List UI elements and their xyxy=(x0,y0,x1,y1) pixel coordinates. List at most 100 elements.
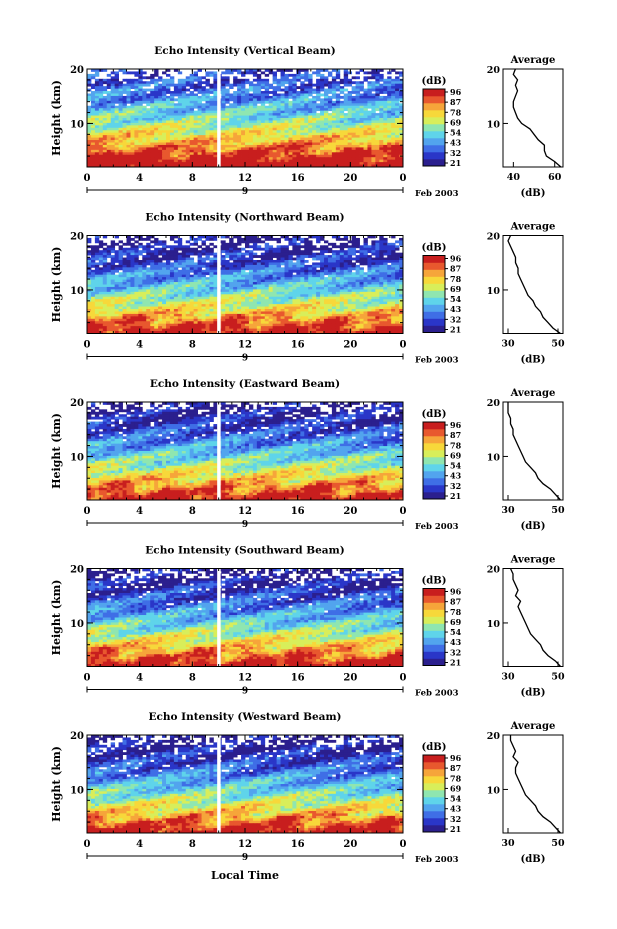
profile-frame xyxy=(502,401,564,501)
colorbar-tick-label: 32 xyxy=(450,148,461,158)
colorbar-swatch xyxy=(423,318,445,326)
colorbar-tick-label: 54 xyxy=(450,128,462,138)
profile-y-tick-label: 10 xyxy=(487,452,501,463)
x-tick-label: 16 xyxy=(291,673,305,684)
x-axis-label: Local Time xyxy=(211,869,279,882)
colorbar-tick-label: 43 xyxy=(450,304,462,314)
colorbar-tick-label: 21 xyxy=(450,158,461,168)
colorbar-unit: (dB) xyxy=(422,409,447,420)
colorbar-swatch xyxy=(423,429,445,437)
panel-title: Echo Intensity (Vertical Beam) xyxy=(154,45,335,57)
date-label: Feb 2003 xyxy=(415,855,459,865)
colorbar-tick-label: 87 xyxy=(450,97,461,107)
profile-x-label: (dB) xyxy=(521,355,546,366)
colorbar-tick-label: 69 xyxy=(450,284,462,294)
colorbar-swatch xyxy=(423,588,445,596)
panel-2: Echo Intensity (Northward Beam) Height (k… xyxy=(50,212,565,366)
colorbar-swatch xyxy=(423,311,445,319)
profile-line xyxy=(509,735,561,834)
colorbar-swatch xyxy=(423,297,445,305)
date-label: Feb 2003 xyxy=(415,522,459,532)
date-label: Feb 2003 xyxy=(415,356,459,366)
colorbar-tick-label: 69 xyxy=(450,783,462,793)
x-tick-label: 4 xyxy=(136,673,143,684)
colorbar-unit: (dB) xyxy=(422,243,447,254)
profile-y-tick-label: 10 xyxy=(487,119,501,130)
x-tick-label: 16 xyxy=(291,340,305,351)
x-tick-label: 4 xyxy=(136,839,143,850)
colorbar-tick-label: 54 xyxy=(450,627,462,637)
y-axis-label: Height (km) xyxy=(50,413,63,489)
colorbar-swatch xyxy=(423,755,445,763)
day-label: 9 xyxy=(242,520,248,530)
x-tick-label: 0 xyxy=(400,340,407,351)
colorbar-swatch xyxy=(423,457,445,465)
colorbar-tick-label: 96 xyxy=(450,420,462,430)
colorbar-swatch xyxy=(423,138,445,146)
profile-frame xyxy=(502,68,564,168)
y-tick-label: 20 xyxy=(70,65,84,76)
panel-5: Echo Intensity (Westward Beam) Height (km… xyxy=(50,711,565,865)
colorbar-swatch xyxy=(423,131,445,139)
y-tick-label: 10 xyxy=(70,286,84,297)
colorbar-swatch xyxy=(423,450,445,458)
y-tick-label: 20 xyxy=(70,398,84,409)
profile-x-tick-label: 60 xyxy=(548,172,562,183)
x-tick-label: 12 xyxy=(238,173,252,184)
colorbar-frame xyxy=(422,421,446,500)
profile-x-tick-label: 30 xyxy=(501,339,515,350)
panel-4: Echo Intensity (Southward Beam) Height (k… xyxy=(50,545,565,699)
colorbar-tick-label: 21 xyxy=(450,325,461,335)
colorbar-swatch xyxy=(423,269,445,277)
colorbar-swatch xyxy=(423,159,445,167)
colorbar-swatch xyxy=(423,637,445,645)
colorbar-swatch xyxy=(423,443,445,451)
profile-title: Average xyxy=(510,721,556,732)
colorbar-swatch xyxy=(423,762,445,770)
x-tick-label: 12 xyxy=(238,673,252,684)
profile-y-tick-label: 20 xyxy=(487,398,501,409)
date-label: Feb 2003 xyxy=(415,189,459,199)
colorbar-swatch xyxy=(423,492,445,500)
x-tick-label: 0 xyxy=(400,839,407,850)
colorbar-swatch xyxy=(423,644,445,652)
colorbar-tick-label: 69 xyxy=(450,617,462,627)
y-axis-label: Height (km) xyxy=(50,80,63,156)
colorbar-swatch xyxy=(423,818,445,826)
colorbar-swatch xyxy=(423,623,445,631)
x-tick-label: 20 xyxy=(343,673,357,684)
colorbar-frame xyxy=(422,754,446,833)
colorbar-swatch xyxy=(423,651,445,659)
colorbar-swatch xyxy=(423,797,445,805)
x-tick-label: 16 xyxy=(291,839,305,850)
colorbar-swatch xyxy=(423,145,445,153)
colorbar-tick-label: 32 xyxy=(450,647,461,657)
average-profile: Average 30 50 10 20 (dB) xyxy=(487,388,565,532)
profile-title: Average xyxy=(510,222,556,233)
colorbar-swatch xyxy=(423,290,445,298)
colorbar-tick-label: 87 xyxy=(450,763,461,773)
profile-x-tick-label: 30 xyxy=(501,672,515,683)
profile-title: Average xyxy=(510,55,556,66)
colorbar-unit: (dB) xyxy=(422,742,447,753)
profile-line xyxy=(509,568,561,667)
x-tick-label: 20 xyxy=(343,506,357,517)
profile-x-tick-label: 50 xyxy=(551,505,565,516)
colorbar-swatch xyxy=(423,96,445,104)
colorbar-tick-label: 78 xyxy=(450,773,462,783)
data-gap xyxy=(217,235,221,334)
colorbar-frame xyxy=(422,588,446,666)
colorbar-swatch xyxy=(423,262,445,270)
colorbar-swatch xyxy=(423,602,445,610)
average-profile: Average 30 50 10 20 (dB) xyxy=(487,555,565,699)
profile-x-tick-label: 50 xyxy=(551,672,565,683)
colorbar-swatch xyxy=(423,609,445,617)
profile-line xyxy=(507,402,561,501)
panel-title: Echo Intensity (Northward Beam) xyxy=(145,212,344,224)
profile-y-tick-label: 10 xyxy=(487,785,501,796)
heatmap-field xyxy=(87,402,404,501)
colorbar-swatch xyxy=(423,769,445,777)
y-axis-label: Height (km) xyxy=(50,247,63,323)
colorbar-tick-label: 32 xyxy=(450,314,461,324)
data-gap xyxy=(217,69,221,167)
